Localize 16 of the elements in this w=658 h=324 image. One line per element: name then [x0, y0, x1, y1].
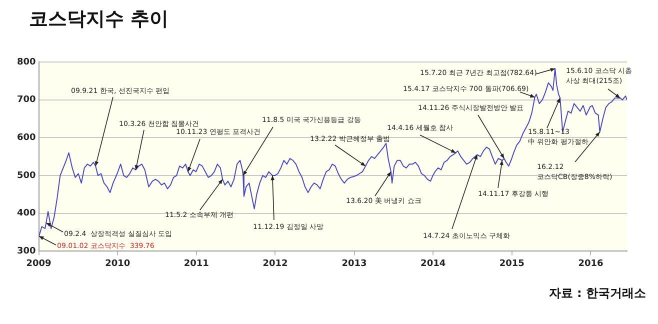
y-tick-label: 500 [16, 170, 36, 181]
y-tick-label: 800 [16, 57, 36, 68]
x-tick-label: 2009 [26, 258, 52, 269]
y-tick-label: 400 [16, 208, 36, 219]
x-tick-label: 2011 [184, 258, 209, 269]
x-tick-label: 2014 [420, 258, 446, 269]
x-tick-label: 2015 [499, 258, 524, 269]
text: 자료 : 한국거래소 [548, 286, 646, 300]
x-tick-label: 2010 [105, 258, 130, 269]
y-tick-label: 700 [16, 95, 36, 106]
chart-title: 코스닥지수 추이 [29, 7, 169, 32]
x-tick-label: 2016 [578, 258, 604, 269]
x-tick-label: 2013 [342, 258, 367, 269]
y-tick-label: 600 [16, 133, 36, 144]
y-tick-label: 300 [16, 246, 36, 257]
x-tick-label: 2012 [262, 258, 288, 269]
